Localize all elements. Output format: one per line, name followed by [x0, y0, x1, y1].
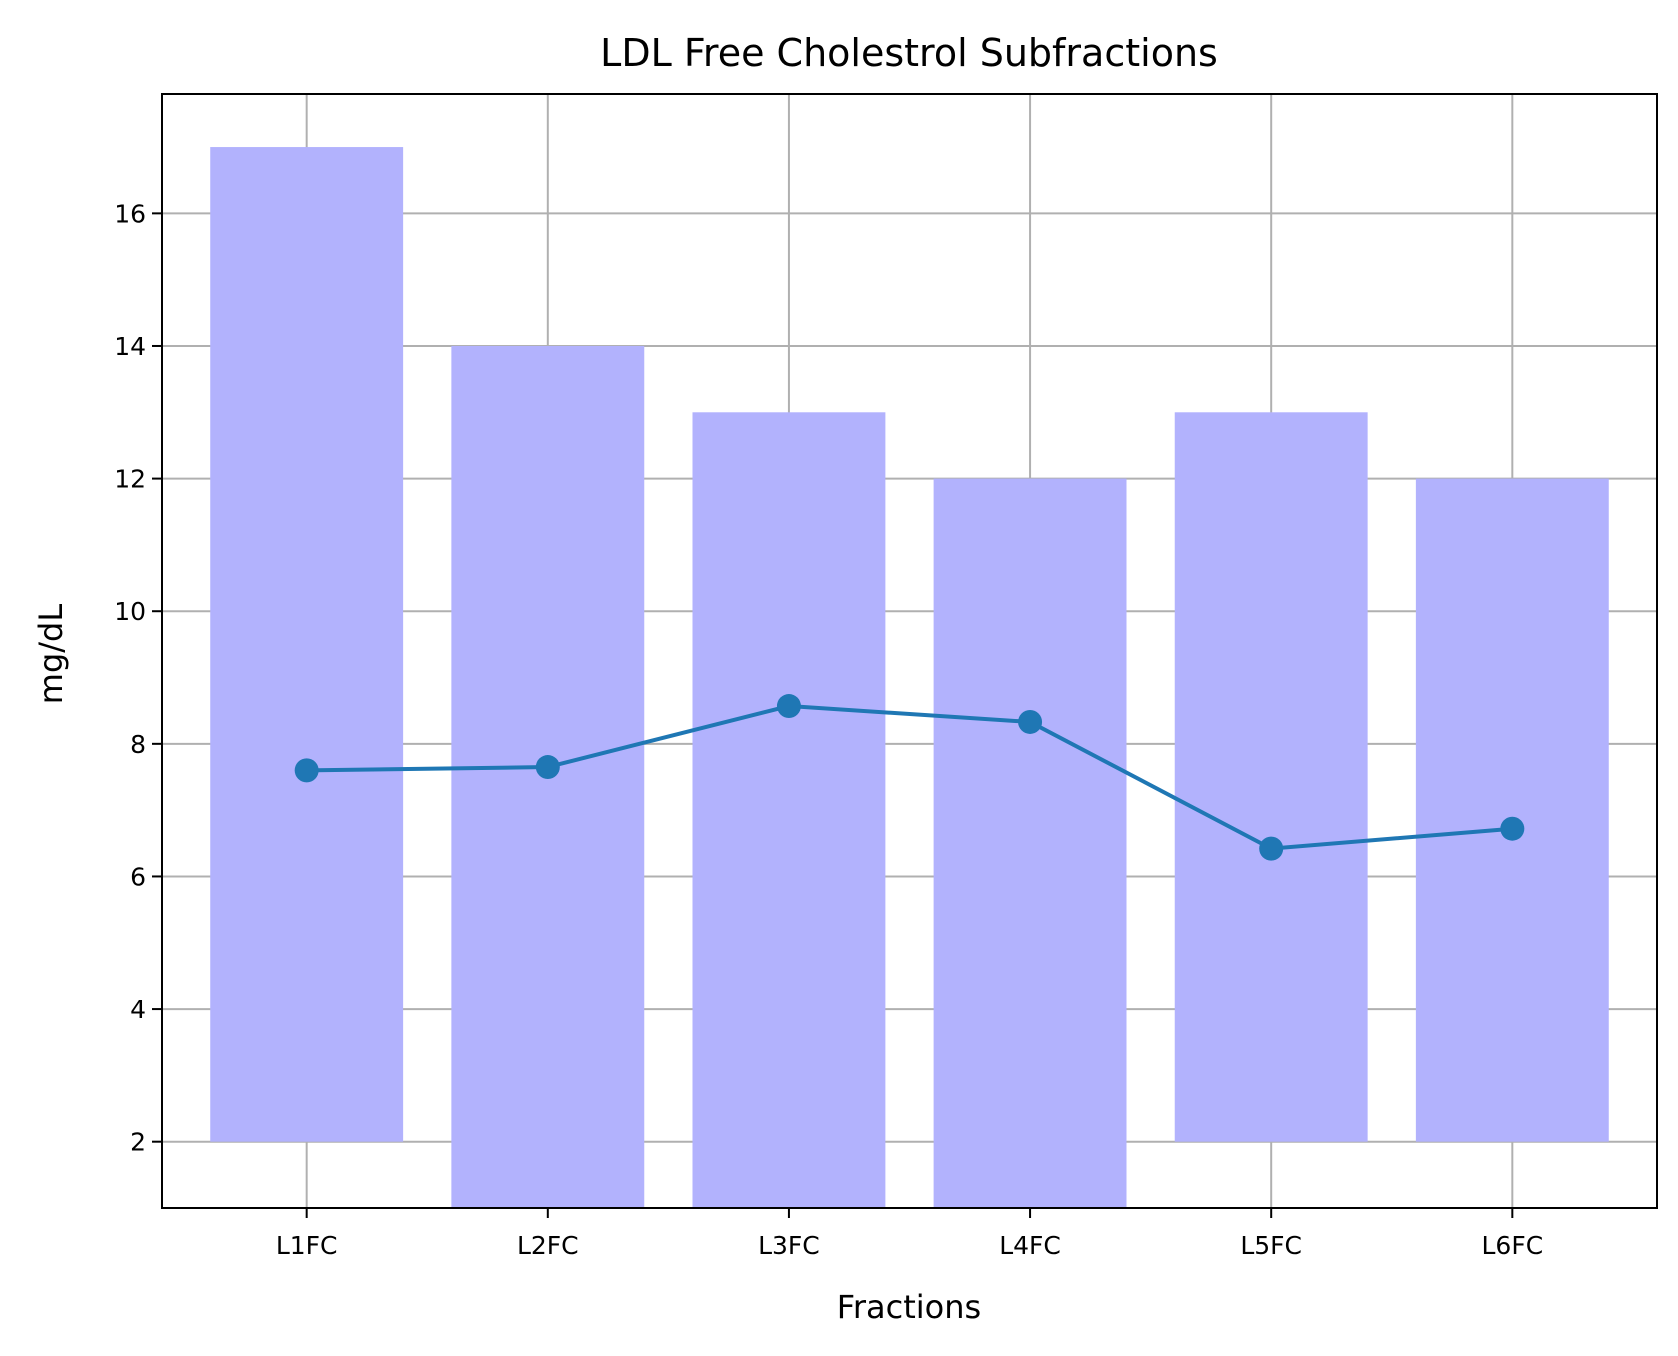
x-tick-label-l1fc: L1FC — [276, 1231, 338, 1260]
chart-title: LDL Free Cholestrol Subfractions — [600, 31, 1218, 75]
y-tick-label: 14 — [114, 332, 146, 361]
y-tick-label: 8 — [130, 730, 146, 759]
x-tick-label-l6fc: L6FC — [1481, 1231, 1543, 1260]
y-tick-label: 6 — [130, 862, 146, 891]
line-series-layer — [294, 694, 1525, 861]
bar-l4fc — [933, 478, 1127, 1209]
y-tick-label: 12 — [114, 465, 146, 494]
bars-layer — [210, 147, 1609, 1209]
data-point-l2fc — [535, 755, 560, 780]
y-tick-label: 4 — [130, 995, 146, 1024]
y-axis-label: mg/dL — [32, 604, 70, 705]
y-tick-label: 10 — [114, 597, 146, 626]
x-tick-label-l3fc: L3FC — [758, 1231, 820, 1260]
series-line — [306, 704, 1513, 851]
data-point-l5fc — [1259, 836, 1284, 861]
plot-frame — [161, 93, 1658, 1209]
data-point-l3fc — [776, 694, 801, 719]
bar-l3fc — [692, 412, 886, 1208]
x-tick-label-l5fc: L5FC — [1240, 1231, 1302, 1260]
y-tick-label: 16 — [114, 199, 146, 228]
bar-l6fc — [1415, 478, 1609, 1142]
ticks-layer: 2 4 6 8 10 12 14 16 L1FC L2FC L3FC L4FC L5FC L6FC — [114, 199, 1543, 1260]
x-tick-label-l2fc: L2FC — [517, 1231, 579, 1260]
x-axis-label: Fractions — [837, 1288, 981, 1326]
y-tick-label: 2 — [130, 1128, 146, 1157]
data-point-l6fc — [1500, 816, 1525, 841]
data-point-l1fc — [294, 758, 319, 783]
bar-l5fc — [1174, 412, 1368, 1142]
data-point-l4fc — [1018, 709, 1043, 734]
x-tick-label-l4fc: L4FC — [999, 1231, 1061, 1260]
bar-l1fc — [210, 147, 404, 1142]
